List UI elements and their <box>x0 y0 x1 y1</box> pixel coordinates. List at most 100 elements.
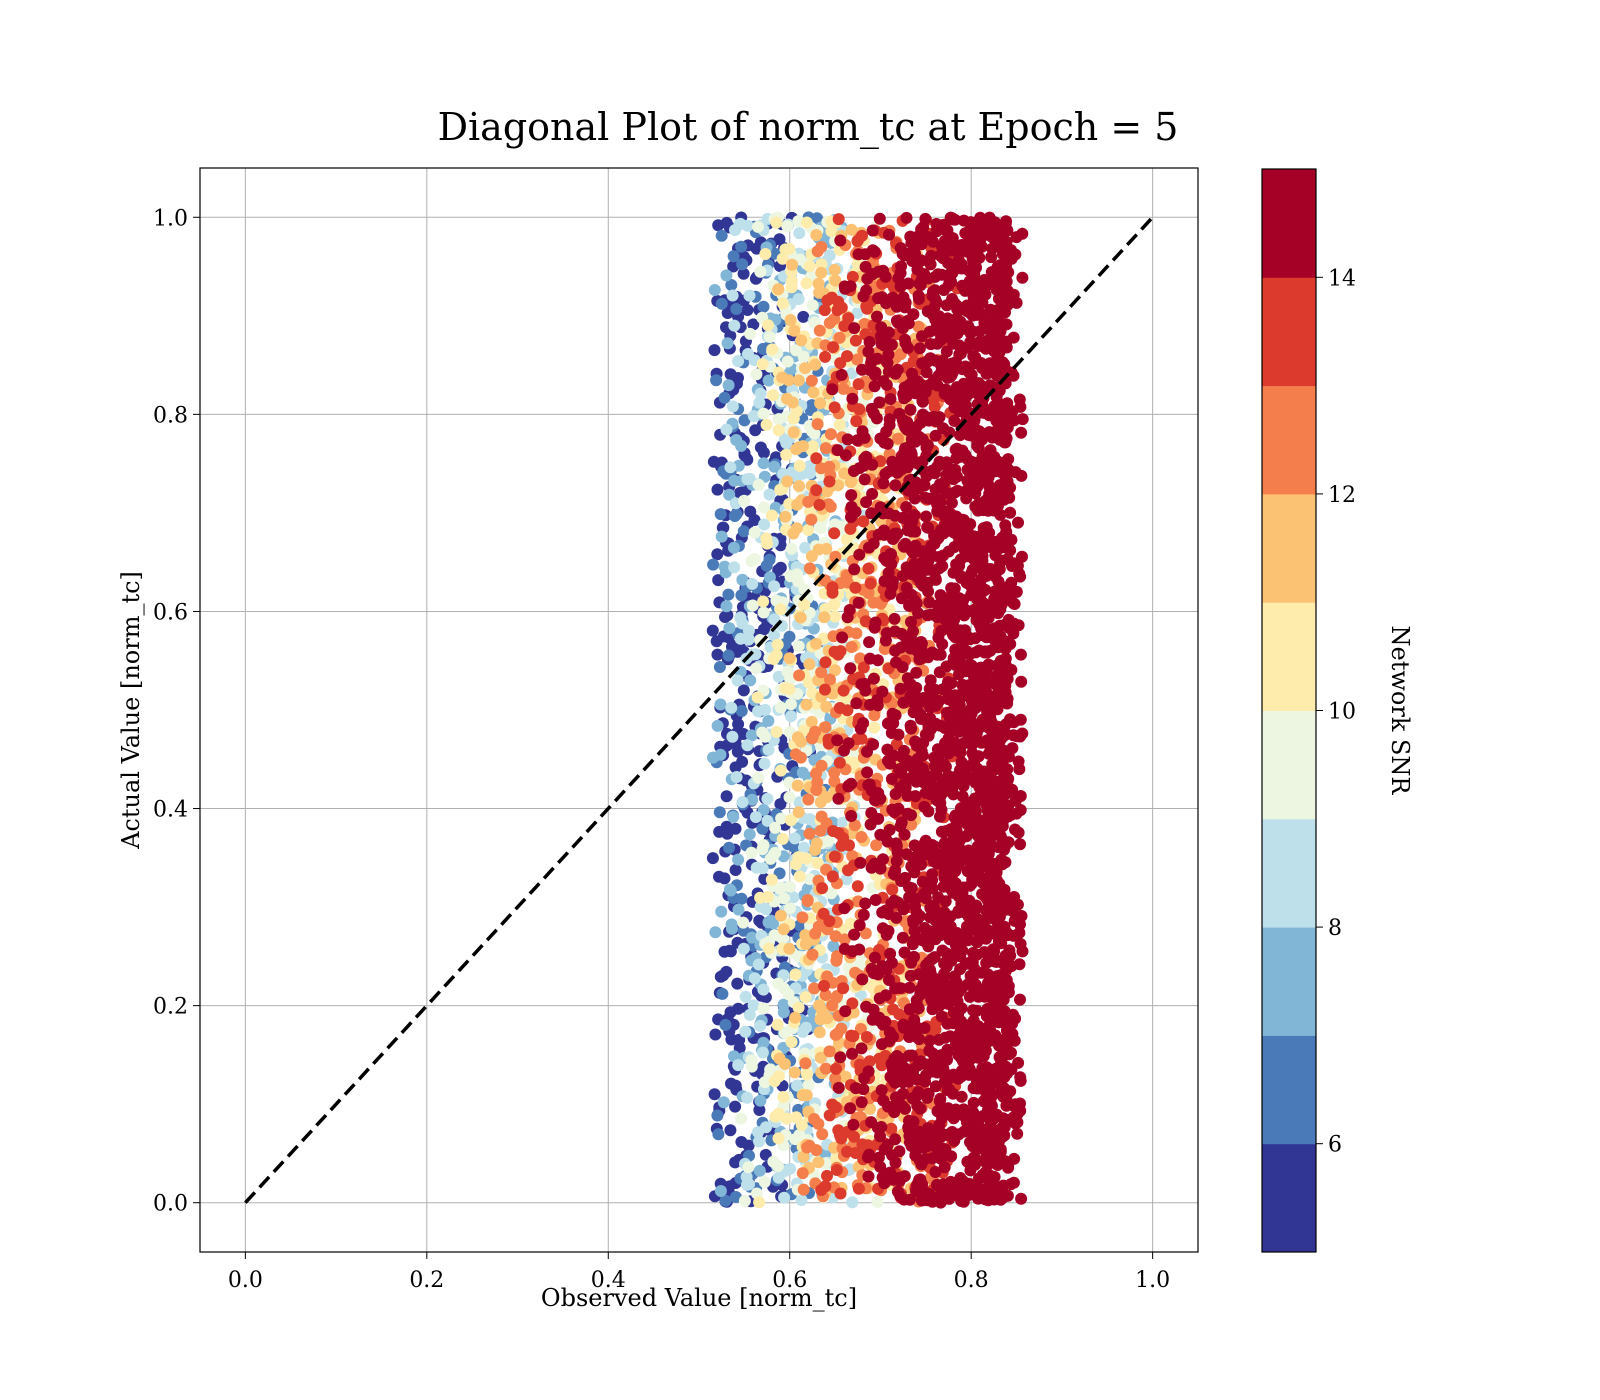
data-point <box>773 882 786 895</box>
data-point <box>793 669 806 682</box>
data-point <box>1015 1192 1028 1205</box>
data-point <box>944 1030 957 1043</box>
data-point <box>959 407 972 420</box>
data-point <box>911 704 924 717</box>
data-point <box>828 775 841 788</box>
data-point <box>913 1033 926 1046</box>
data-point <box>759 248 772 260</box>
data-point <box>874 828 887 841</box>
data-point <box>858 473 871 486</box>
data-point <box>833 702 846 714</box>
data-point <box>717 521 730 534</box>
data-point <box>893 1145 906 1158</box>
data-point <box>852 1182 865 1195</box>
data-point <box>760 559 773 572</box>
data-point <box>763 571 776 584</box>
data-point <box>736 796 749 809</box>
data-point <box>799 362 812 375</box>
data-point <box>954 963 967 976</box>
data-point <box>827 341 839 354</box>
data-point <box>933 1118 946 1131</box>
data-point <box>972 441 985 454</box>
data-point <box>819 989 832 1001</box>
data-point <box>805 513 818 526</box>
data-point <box>713 661 726 673</box>
data-point <box>785 542 798 555</box>
data-point <box>795 1194 808 1206</box>
data-point <box>898 946 911 959</box>
data-point <box>723 944 736 957</box>
data-point <box>898 392 911 405</box>
data-point <box>716 987 729 1000</box>
data-point <box>884 947 897 960</box>
data-point <box>710 635 723 648</box>
data-point <box>874 432 887 445</box>
data-point <box>761 814 774 827</box>
data-point <box>868 368 881 381</box>
data-point <box>772 670 785 683</box>
data-point <box>933 1033 946 1046</box>
data-point <box>724 1006 737 1019</box>
data-point <box>831 734 844 747</box>
data-point <box>928 391 941 404</box>
data-point <box>822 733 835 746</box>
data-point <box>992 499 1005 512</box>
data-point <box>890 1050 903 1062</box>
data-point <box>726 730 739 743</box>
data-point <box>785 698 797 711</box>
data-point <box>923 1034 936 1047</box>
data-point <box>828 263 841 276</box>
data-point <box>788 324 801 337</box>
data-point <box>873 212 886 225</box>
data-point <box>921 439 934 452</box>
data-point <box>830 1062 842 1075</box>
data-point <box>975 777 988 790</box>
data-point <box>924 674 937 687</box>
data-point <box>770 216 783 229</box>
data-point <box>717 1096 730 1109</box>
data-point <box>742 632 755 645</box>
data-point <box>721 337 734 350</box>
data-point <box>828 527 841 540</box>
data-point <box>754 387 767 400</box>
data-point <box>727 541 740 554</box>
data-point <box>985 740 998 753</box>
data-point <box>769 821 782 834</box>
data-point <box>774 561 787 574</box>
data-point <box>947 1087 959 1100</box>
data-point <box>762 319 775 332</box>
data-point <box>823 1109 836 1122</box>
data-point <box>722 588 735 601</box>
data-point <box>1010 231 1023 244</box>
data-point <box>822 498 835 511</box>
data-point <box>947 566 960 579</box>
data-point <box>809 358 822 371</box>
data-point <box>728 510 741 522</box>
data-point <box>792 640 805 653</box>
data-point <box>922 1087 935 1100</box>
data-point <box>846 850 859 862</box>
data-point <box>1000 1091 1013 1104</box>
data-point <box>784 902 796 915</box>
data-point <box>905 860 918 873</box>
data-point <box>862 1065 875 1078</box>
data-point <box>834 234 847 247</box>
data-point <box>758 1176 771 1188</box>
data-point <box>756 358 769 371</box>
data-point <box>728 561 741 574</box>
data-point <box>711 483 724 496</box>
data-point <box>1011 559 1024 572</box>
data-point <box>757 300 770 313</box>
data-point <box>1000 300 1012 313</box>
data-point <box>729 1156 742 1169</box>
data-point <box>826 870 839 883</box>
data-point <box>915 545 928 558</box>
data-point <box>798 841 810 854</box>
data-point <box>908 509 921 522</box>
data-point <box>1014 1074 1027 1087</box>
data-point <box>881 743 894 756</box>
data-point <box>708 1088 721 1101</box>
data-point <box>1014 1097 1026 1110</box>
data-point <box>845 223 858 236</box>
data-point <box>788 1066 801 1079</box>
